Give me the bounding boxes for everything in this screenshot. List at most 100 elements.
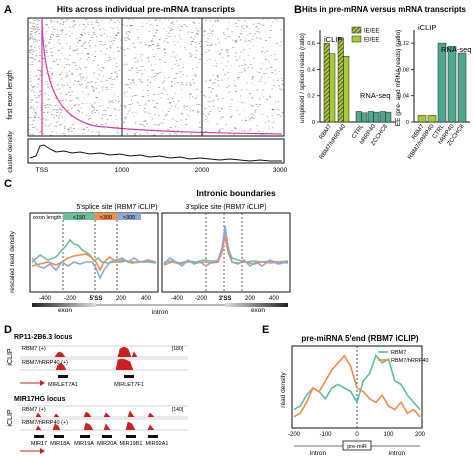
hit-mark (230, 103, 232, 105)
hit-mark (210, 91, 212, 93)
hit-mark (272, 109, 274, 110)
hit-mark (94, 56, 97, 57)
hit-mark (264, 52, 266, 53)
hit-mark (32, 87, 34, 88)
hit-mark (44, 119, 46, 121)
hit-mark (106, 80, 109, 81)
hit-mark (55, 126, 58, 127)
hit-mark (87, 21, 89, 23)
hit-mark (236, 109, 238, 111)
hit-mark (227, 61, 229, 63)
hit-mark (69, 54, 71, 56)
hit-mark (190, 44, 192, 45)
hit-mark (145, 44, 147, 46)
bin-label-over300: >300 (123, 215, 135, 221)
hit-mark (231, 115, 233, 117)
hit-mark (175, 73, 178, 74)
hit-mark (52, 52, 54, 53)
b-right-ytick-label: 0.12 (398, 41, 409, 47)
hit-mark (227, 55, 230, 57)
hit-mark (51, 26, 54, 28)
hit-mark (154, 36, 156, 37)
hit-mark (36, 75, 38, 76)
hit-mark (52, 44, 54, 45)
hit-mark (246, 40, 248, 42)
hit-mark (139, 80, 142, 82)
hit-mark (86, 76, 88, 78)
e-xtick-label: -200 (288, 432, 301, 438)
hit-mark (267, 77, 269, 79)
hit-mark (157, 45, 160, 46)
hit-mark (258, 72, 261, 73)
hit-mark (130, 48, 131, 50)
hit-mark (30, 84, 32, 86)
hit-mark (129, 104, 132, 106)
hit-mark (98, 112, 100, 114)
c3-xtick-m400: -400 (171, 296, 184, 302)
hit-mark (174, 44, 176, 46)
hit-mark (235, 85, 237, 87)
hit-mark (98, 92, 100, 93)
hit-mark (153, 79, 155, 81)
hit-mark (114, 108, 116, 110)
c3-line-over300 (163, 225, 289, 268)
hit-mark (133, 58, 135, 60)
hit-mark (185, 49, 187, 50)
hit-mark (190, 110, 192, 112)
hit-mark (124, 104, 126, 106)
hit-mark (177, 127, 179, 128)
hit-mark (132, 43, 135, 44)
hit-mark (179, 36, 181, 38)
hit-mark (59, 113, 60, 115)
hit-mark (42, 58, 45, 60)
hit-mark (199, 122, 201, 123)
hit-mark (137, 36, 140, 38)
hit-mark (113, 22, 116, 24)
hit-mark (53, 28, 55, 30)
hit-mark (181, 84, 184, 85)
panel-a-letter: A (4, 4, 12, 16)
hit-mark (72, 128, 75, 129)
hit-mark (31, 99, 33, 101)
hit-mark (243, 130, 246, 132)
hit-mark (31, 26, 34, 27)
hit-mark (53, 35, 54, 36)
gene-mir18a (54, 435, 64, 438)
hit-mark (220, 118, 221, 120)
legend-swatch-ei (351, 35, 362, 43)
hit-mark (155, 19, 157, 20)
legend-label-rbm7-hrrp40: RBM7/hRRP40 (391, 358, 429, 364)
hit-mark (245, 25, 248, 27)
hit-mark (29, 27, 31, 29)
hit-mark (100, 43, 103, 45)
hit-mark (268, 95, 271, 97)
hit-mark (109, 115, 111, 116)
hit-mark (177, 108, 179, 109)
track1a-scale: [180] (172, 346, 184, 352)
hit-mark (106, 119, 109, 121)
hit-mark (249, 119, 251, 121)
bar-ee (437, 42, 447, 123)
hit-mark (178, 100, 179, 101)
hit-mark (111, 84, 114, 85)
hit-mark (207, 33, 209, 34)
hit-mark (31, 106, 33, 108)
hit-mark (240, 89, 243, 91)
hit-mark (117, 33, 120, 34)
hit-mark (255, 109, 257, 110)
hit-mark (29, 57, 31, 58)
hit-mark (204, 96, 207, 98)
hit-mark (101, 86, 104, 88)
hit-mark (149, 45, 152, 46)
hit-mark (261, 134, 263, 135)
hit-mark (36, 24, 39, 25)
hit-mark (50, 55, 52, 56)
hit-mark (124, 121, 125, 123)
hit-mark (49, 75, 52, 77)
hit-mark (118, 69, 120, 71)
hit-mark (45, 24, 48, 26)
hit-mark (266, 132, 268, 133)
hit-mark (34, 111, 35, 112)
hit-mark (87, 23, 90, 25)
hit-mark (96, 36, 98, 37)
